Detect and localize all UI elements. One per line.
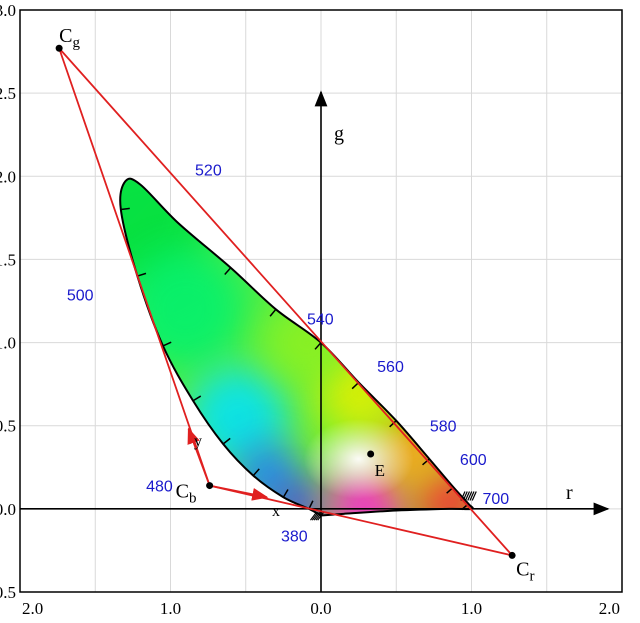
wavelength-tick (471, 491, 477, 501)
wavelength-tick (224, 267, 232, 275)
y-tick-label: 2.0 (0, 167, 16, 186)
point-E (367, 450, 375, 458)
wavelength-tick (120, 207, 130, 211)
x-arrow-label: x (272, 503, 280, 520)
plot-frame (19, 9, 623, 593)
wavelength-tick (464, 491, 471, 501)
primary-points: Cg Cb Cr E (55, 25, 534, 584)
y-tick-label: 2.5 (0, 84, 16, 103)
wavelength-tick (389, 420, 397, 428)
wavelength-label-520: 520 (195, 163, 222, 180)
point-label-Cg: Cg (59, 25, 80, 51)
x-tick-label: 2.0 (22, 599, 43, 618)
wavelength-label-700: 700 (483, 491, 510, 508)
wavelength-tick (222, 437, 231, 445)
x-tick-label: 1.0 (461, 599, 482, 618)
wavelength-tick (269, 308, 277, 317)
y-tick-label: −0.5 (0, 583, 16, 602)
point-Cr (508, 551, 516, 559)
point-label-E: E (375, 461, 385, 480)
wavelength-label-560: 560 (377, 359, 404, 376)
tick-labels: 2.0 1.0 0.0 1.0 2.0 −0.5 0.0 0.5 1.0 1.5 2.0 2.5 3.0 (0, 1, 620, 618)
x-tick-label: 2.0 (599, 599, 620, 618)
wavelength-tick (162, 341, 172, 347)
wavelength-label-380: 380 (281, 529, 308, 546)
wavelength-tick (192, 395, 202, 402)
x-tick-label: 1.0 (160, 599, 181, 618)
x-arrow (209, 484, 269, 501)
y-tick-label: 1.5 (0, 250, 16, 269)
y-tick-label: 1.0 (0, 334, 16, 353)
wavelength-tick (462, 491, 468, 501)
wavelength-tick (311, 511, 319, 521)
x-axis-label: r (566, 482, 573, 504)
white-point-glow (303, 418, 414, 499)
wavelength-tick (282, 489, 289, 498)
wavelength-tick (467, 491, 473, 501)
fill-blob (125, 249, 246, 370)
wavelength-label-500: 500 (67, 288, 94, 305)
wavelength-tick (308, 500, 314, 510)
wavelength-label-600: 600 (460, 452, 487, 469)
primaries-triangle (58, 47, 515, 557)
point-Cg (55, 44, 63, 52)
point-label-Cb: Cb (176, 481, 197, 507)
wavelength-tick (310, 511, 317, 521)
y-tick-label: 3.0 (0, 1, 16, 20)
wavelength-ticks (120, 207, 477, 521)
wavelength-tick (137, 272, 147, 277)
y-tick-label: 0.5 (0, 417, 16, 436)
x-tick-label: 0.0 (310, 599, 331, 618)
xy-axes: xy (187, 427, 280, 520)
wavelength-tick (314, 342, 322, 350)
y-tick-label: 0.0 (0, 500, 16, 519)
wavelength-tick (469, 491, 475, 501)
y-arrow (187, 427, 211, 486)
y-axis-label: g (334, 123, 344, 145)
wavelength-label-580: 580 (430, 419, 457, 436)
point-label-Cr: Cr (516, 558, 534, 584)
wavelength-label-540: 540 (307, 312, 334, 329)
point-Cb (206, 482, 214, 490)
wavelength-tick (422, 458, 430, 466)
wavelength-label-480: 480 (146, 479, 173, 496)
y-arrow-label: y (194, 433, 202, 450)
wavelength-tick (313, 511, 321, 521)
wavelength-tick (252, 468, 260, 477)
